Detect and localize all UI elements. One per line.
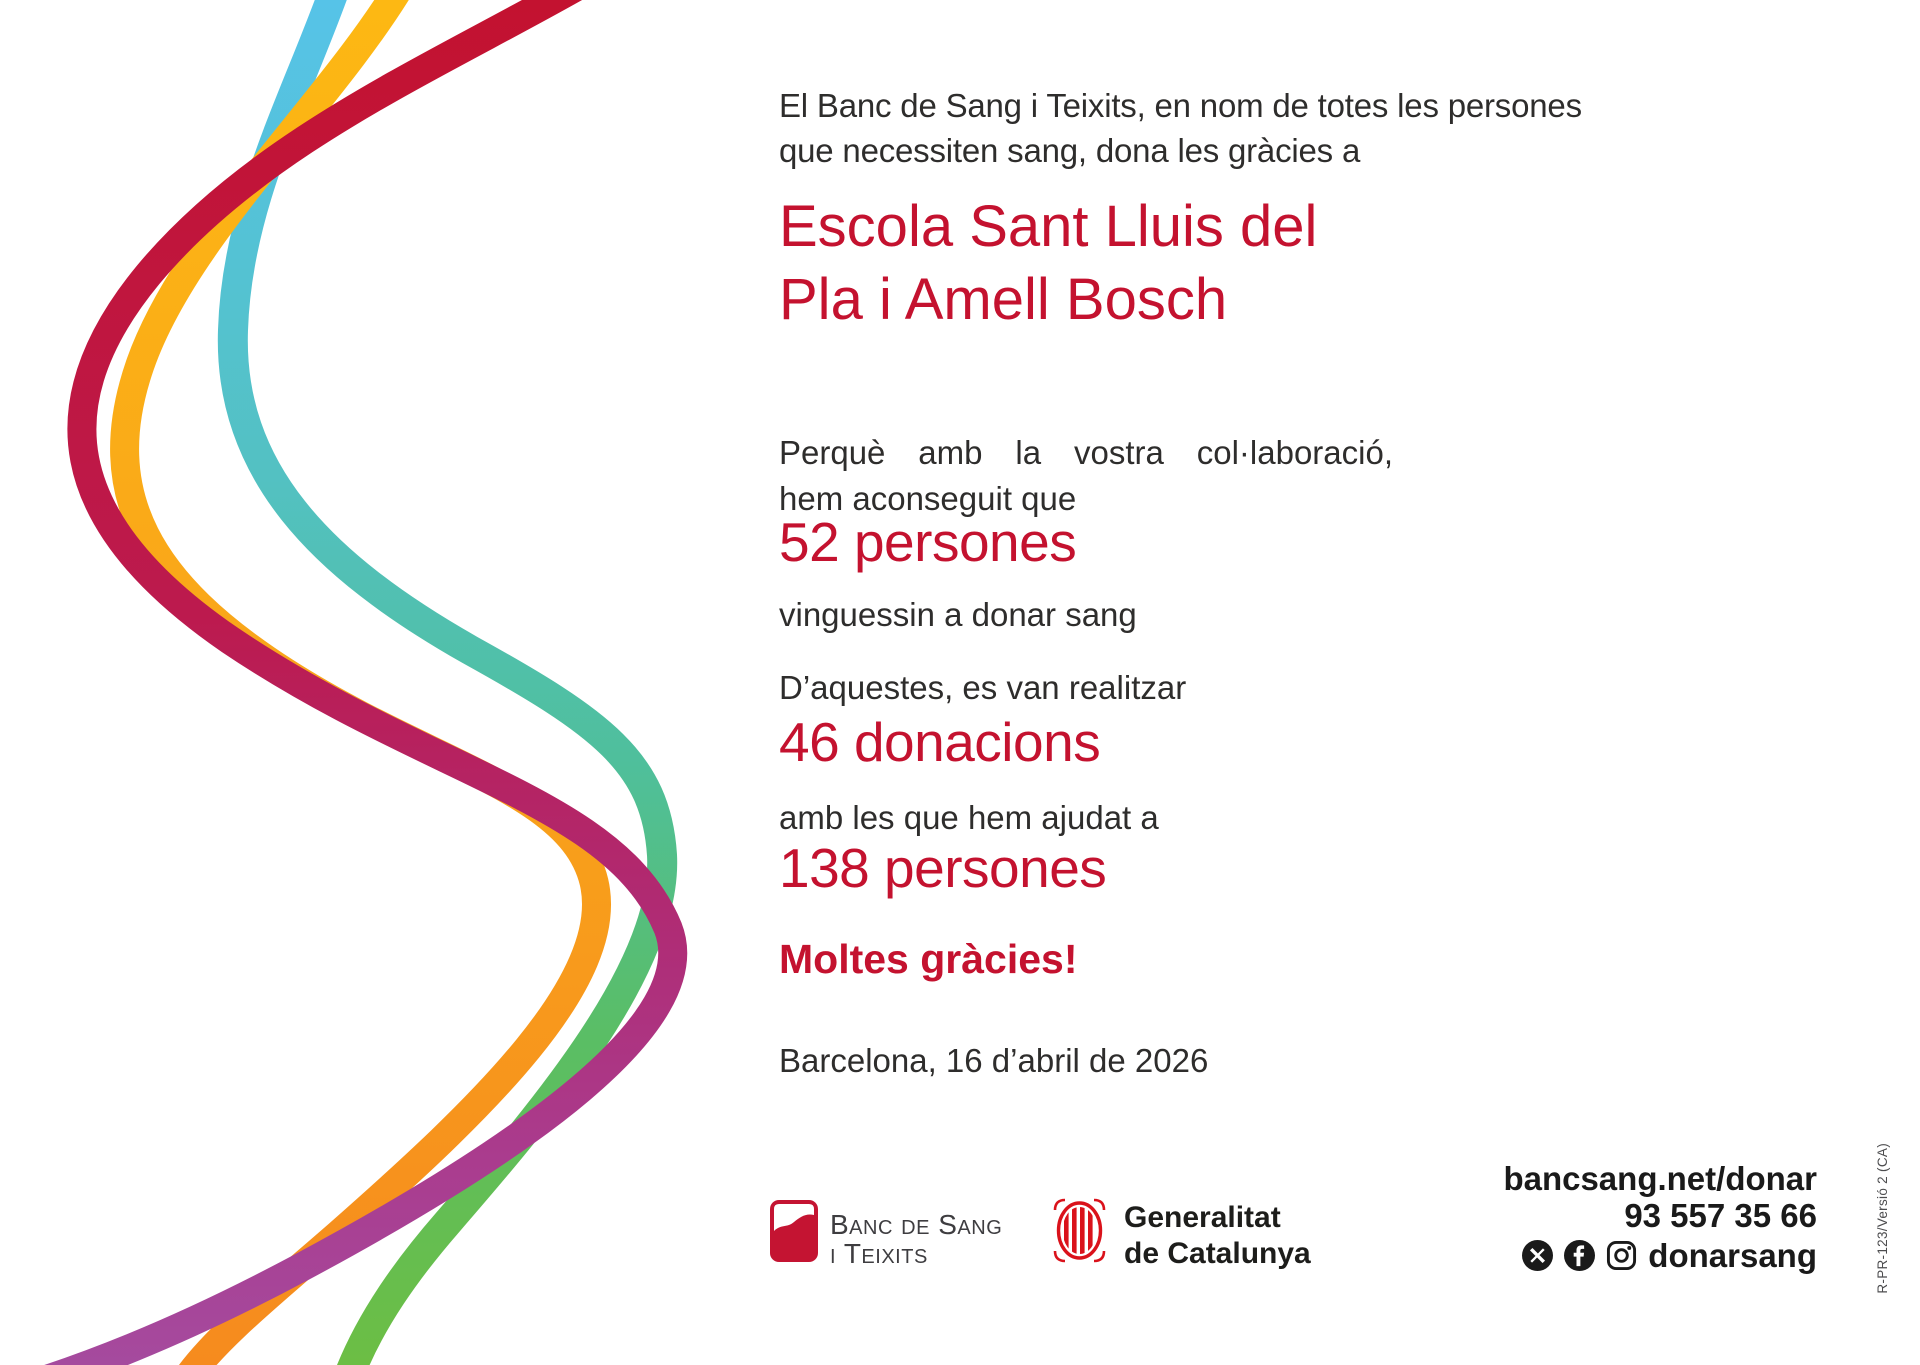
gencat-senyera-icon (1053, 1198, 1106, 1263)
header-line-2: que necessiten sang, dona les gràcies a (779, 132, 1361, 169)
thanks-message: Moltes gràcies! (779, 936, 1078, 982)
stat-donors-value: 52 persones (779, 511, 1077, 573)
header-text: El Banc de Sang i Teixits, en nom de tot… (779, 83, 1582, 173)
bst-wordmark: Banc de Sang i Teixits (830, 1210, 1002, 1268)
bst-logo: Banc de Sang i Teixits (770, 1200, 1002, 1268)
ribbon-blue-green (217, 0, 678, 1365)
gencat-logo: Generalitat de Catalunya (1053, 1198, 1311, 1272)
document-reference: R-PR-123/Versió 2 (CA) (1875, 1143, 1890, 1294)
bst-wordmark-line-2: i Teixits (830, 1238, 928, 1269)
recipient-name: Escola Sant Lluis del Pla i Amell Bosch (779, 190, 1317, 336)
ribbon-red-purple (44, 0, 688, 1365)
social-handle: donarsang (1648, 1237, 1817, 1274)
website-url: bancsang.net/donar (1503, 1160, 1817, 1197)
gencat-wordmark-line-2: de Catalunya (1124, 1237, 1311, 1270)
blood-bag-icon (770, 1200, 818, 1262)
ribbon-waves-graphic (44, 0, 688, 1365)
stat-donations-value: 46 donacions (779, 711, 1101, 773)
recipient-line-2: Pla i Amell Bosch (779, 267, 1228, 332)
intro-line-1: Perquè amb la vostra col·laboració, (779, 434, 1393, 471)
bst-wordmark-line-1: Banc de Sang (830, 1209, 1003, 1240)
contact-block: bancsang.net/donar 93 557 35 66 donarsan… (1503, 1160, 1817, 1274)
social-row: donarsang (1503, 1237, 1817, 1274)
stat-donations-lead: D’aquestes, es van realitzar (779, 669, 1187, 706)
gencat-wordmark: Generalitat de Catalunya (1124, 1200, 1311, 1272)
facebook-icon (1564, 1240, 1596, 1271)
x-icon (1522, 1240, 1554, 1271)
instagram-icon (1607, 1240, 1637, 1271)
stat-helped-lead: amb les que hem ajudat a (779, 799, 1159, 836)
header-line-1: El Banc de Sang i Teixits, en nom de tot… (779, 87, 1582, 124)
phone-number: 93 557 35 66 (1624, 1197, 1817, 1234)
stat-donors-caption: vinguessin a donar sang (779, 596, 1137, 633)
stat-helped-value: 138 persones (779, 837, 1107, 899)
intro-line-2: hem aconseguit que (779, 480, 1077, 517)
recipient-line-1: Escola Sant Lluis del (779, 194, 1318, 259)
gencat-wordmark-line-1: Generalitat (1124, 1201, 1281, 1234)
date-line: Barcelona, 16 d’abril de 2026 (779, 1042, 1209, 1079)
